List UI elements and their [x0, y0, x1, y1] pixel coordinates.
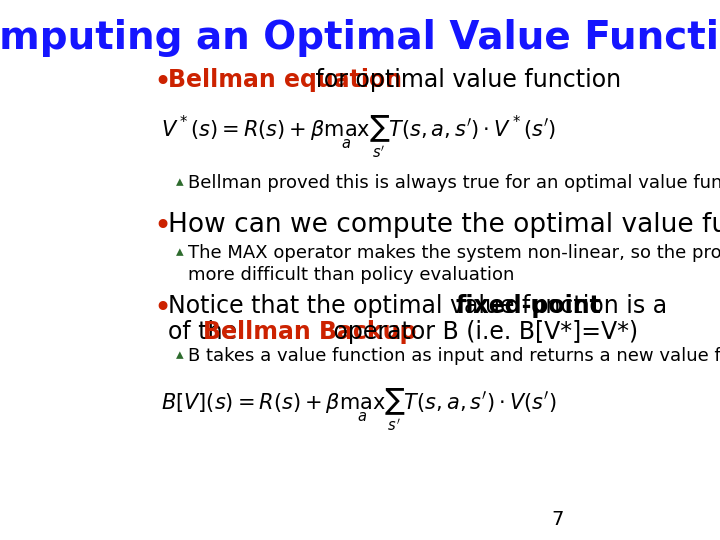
Text: Bellman equation: Bellman equation — [168, 68, 402, 91]
Text: for optimal value function: for optimal value function — [308, 68, 621, 91]
Text: How can we compute the optimal value function?: How can we compute the optimal value fun… — [168, 212, 720, 238]
Text: $B[V](s) = R(s) + \beta \max_{a} \sum_{s'} T(s,a,s') \cdot V(s')$: $B[V](s) = R(s) + \beta \max_{a} \sum_{s… — [161, 386, 557, 433]
Text: •: • — [153, 68, 171, 97]
Text: ▴: ▴ — [176, 347, 184, 362]
Text: Bellman Backup: Bellman Backup — [202, 320, 416, 343]
Text: more difficult than policy evaluation: more difficult than policy evaluation — [188, 266, 515, 284]
Text: ▴: ▴ — [176, 174, 184, 189]
Text: Bellman proved this is always true for an optimal value function: Bellman proved this is always true for a… — [188, 174, 720, 192]
Text: B takes a value function as input and returns a new value function: B takes a value function as input and re… — [188, 347, 720, 364]
Text: operator B (i.e. B[V*]=V*): operator B (i.e. B[V*]=V*) — [326, 320, 639, 343]
Text: $V^*(s) = R(s) + \beta \max_{a} \sum_{s'} T(s,a,s') \cdot V^*(s')$: $V^*(s) = R(s) + \beta \max_{a} \sum_{s'… — [161, 113, 556, 160]
Text: •: • — [153, 212, 171, 241]
Text: fixed-point: fixed-point — [456, 294, 602, 318]
Text: Notice that the optimal value function is a: Notice that the optimal value function i… — [168, 294, 675, 318]
Text: ▴: ▴ — [176, 244, 184, 259]
Text: •: • — [153, 294, 171, 323]
Text: The MAX operator makes the system non-linear, so the problem is: The MAX operator makes the system non-li… — [188, 244, 720, 262]
Text: Computing an Optimal Value Function: Computing an Optimal Value Function — [0, 19, 720, 57]
Text: of the: of the — [168, 320, 244, 343]
Text: 7: 7 — [552, 510, 564, 529]
